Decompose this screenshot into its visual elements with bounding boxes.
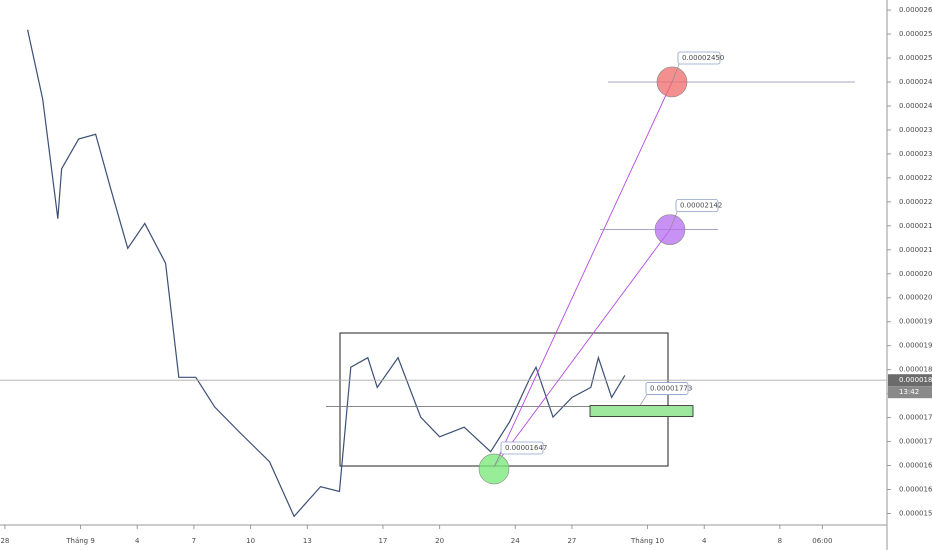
- price-line: [27, 29, 626, 518]
- callout: [669, 209, 679, 230]
- countdown-tag: [888, 386, 932, 399]
- y-tick-label: 0.00001550: [899, 509, 932, 517]
- support-label: 0.00001773: [650, 385, 692, 393]
- y-tick-label: 0.00002550: [899, 30, 932, 38]
- x-tick-label: 4: [135, 537, 140, 545]
- y-tick-label: 0.00002000: [899, 294, 932, 302]
- y-tick-label: 0.00001600: [899, 486, 932, 494]
- callout: [639, 392, 649, 406]
- x-tick-label: 10: [246, 537, 255, 545]
- x-tick-label: Tháng 9: [65, 537, 95, 545]
- y-tick-label: 0.00002600: [899, 6, 932, 14]
- x-tick-label: 28: [0, 537, 9, 545]
- x-tick-label: 27: [567, 537, 576, 545]
- current-price-label: 0.00001828: [899, 376, 932, 384]
- price-tag: [888, 374, 932, 387]
- target-label: 0.00002142: [680, 202, 722, 210]
- y-tick-label: 0.00002200: [899, 198, 932, 206]
- x-tick-label: 17: [378, 537, 387, 545]
- projection: [493, 229, 671, 468]
- y-tick-label: 0.00001700: [899, 438, 932, 446]
- y-tick-label: 0.00002450: [899, 78, 932, 86]
- y-tick-label: 0.00002500: [899, 54, 932, 62]
- label-box: [677, 51, 721, 65]
- x-tick-label: 24: [511, 537, 520, 545]
- y-tick-label: 0.00002100: [899, 246, 932, 254]
- y-tick-label: 0.00001850: [899, 366, 932, 374]
- x-tick-label: 06:00: [812, 537, 832, 545]
- y-tick-label: 0.00002300: [899, 150, 932, 158]
- y-tick-label: 0.00002050: [899, 270, 932, 278]
- y-tick-label: 0.00002350: [899, 126, 932, 134]
- y-tick-label: 0.00002400: [899, 102, 932, 110]
- y-tick-label: 0.00001900: [899, 342, 932, 350]
- y-tick-label: 0.00002250: [899, 174, 932, 182]
- x-tick-label: Tháng 10: [630, 537, 664, 545]
- callout: [671, 61, 681, 83]
- x-tick-label: 7: [192, 537, 196, 545]
- entry-circle: [478, 453, 510, 485]
- projection: [493, 81, 673, 468]
- x-tick-label: 13: [303, 537, 312, 545]
- y-tick-label: 0.00001650: [899, 462, 932, 470]
- x-tick-label: 4: [702, 537, 707, 545]
- x-tick-label: 8: [778, 537, 782, 545]
- label-box: [645, 382, 689, 395]
- y-tick-label: 0.00001950: [899, 318, 932, 326]
- entry-label: 0.00001647: [505, 444, 547, 452]
- label-box: [675, 199, 719, 213]
- y-tick-label: 0.00001750: [899, 414, 932, 422]
- x-tick-label: 20: [435, 537, 444, 545]
- label-box: [500, 441, 544, 455]
- support-zone: [589, 405, 694, 417]
- target-label: 0.00002450: [682, 54, 724, 62]
- countdown: 13:42: [899, 388, 919, 396]
- y-tick-label: 0.00002150: [899, 222, 932, 230]
